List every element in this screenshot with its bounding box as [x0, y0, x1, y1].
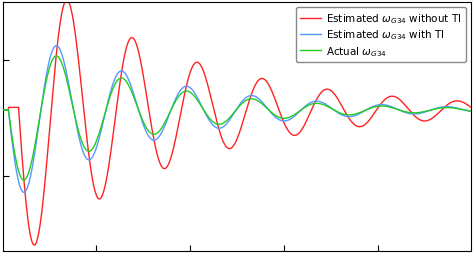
- Estimated $\omega_{G34}$ without TI: [347, 119, 353, 122]
- Actual $\omega_{G34}$: [347, 114, 353, 117]
- Estimated $\omega_{G34}$ without TI: [373, 111, 378, 114]
- Estimated $\omega_{G34}$ with TI: [54, 45, 59, 48]
- Actual $\omega_{G34}$: [277, 117, 283, 120]
- Estimated $\omega_{G34}$ with TI: [277, 119, 283, 122]
- Actual $\omega_{G34}$: [298, 109, 303, 113]
- Estimated $\omega_{G34}$ without TI: [468, 107, 474, 110]
- Estimated $\omega_{G34}$ with TI: [298, 109, 303, 113]
- Estimated $\omega_{G34}$ with TI: [468, 111, 474, 114]
- Actual $\omega_{G34}$: [54, 55, 59, 58]
- Actual $\omega_{G34}$: [21, 179, 27, 182]
- Actual $\omega_{G34}$: [468, 110, 474, 113]
- Estimated $\omega_{G34}$ with TI: [21, 191, 27, 194]
- Actual $\omega_{G34}$: [170, 106, 175, 109]
- Estimated $\omega_{G34}$ without TI: [31, 244, 37, 247]
- Estimated $\omega_{G34}$ with TI: [170, 105, 175, 108]
- Estimated $\omega_{G34}$ with TI: [373, 105, 378, 108]
- Estimated $\omega_{G34}$ without TI: [298, 130, 303, 133]
- Estimated $\omega_{G34}$ without TI: [170, 151, 175, 154]
- Line: Estimated $\omega_{G34}$ without TI: Estimated $\omega_{G34}$ without TI: [3, 1, 471, 245]
- Line: Actual $\omega_{G34}$: Actual $\omega_{G34}$: [3, 57, 471, 180]
- Estimated $\omega_{G34}$ with TI: [24, 189, 29, 192]
- Estimated $\omega_{G34}$ without TI: [64, 0, 70, 3]
- Estimated $\omega_{G34}$ with TI: [347, 116, 353, 119]
- Legend: Estimated $\omega_{G34}$ without TI, Estimated $\omega_{G34}$ with TI, Actual $\: Estimated $\omega_{G34}$ without TI, Est…: [296, 8, 466, 63]
- Estimated $\omega_{G34}$ without TI: [24, 204, 29, 207]
- Actual $\omega_{G34}$: [373, 106, 378, 109]
- Actual $\omega_{G34}$: [24, 177, 29, 180]
- Estimated $\omega_{G34}$ without TI: [277, 112, 283, 115]
- Line: Estimated $\omega_{G34}$ with TI: Estimated $\omega_{G34}$ with TI: [3, 46, 471, 193]
- Estimated $\omega_{G34}$ with TI: [0, 109, 6, 112]
- Estimated $\omega_{G34}$ without TI: [0, 109, 6, 112]
- Actual $\omega_{G34}$: [0, 109, 6, 112]
